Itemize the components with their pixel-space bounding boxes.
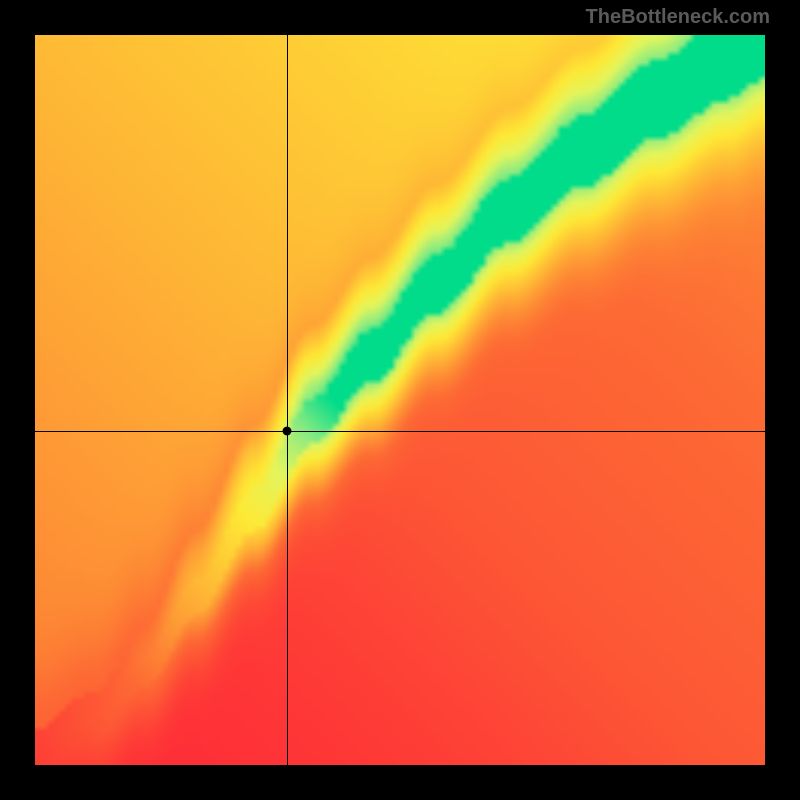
heatmap-canvas xyxy=(35,35,765,765)
marker-point xyxy=(282,426,291,435)
watermark-text: TheBottleneck.com xyxy=(586,6,770,29)
crosshair-vertical xyxy=(287,35,288,765)
heatmap-chart xyxy=(35,35,765,765)
crosshair-horizontal xyxy=(35,431,765,432)
